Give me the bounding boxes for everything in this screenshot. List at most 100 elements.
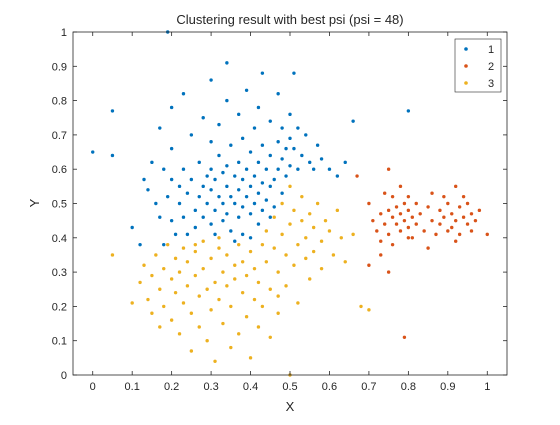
- data-point: [225, 164, 229, 168]
- data-point: [169, 146, 174, 151]
- data-point: [438, 208, 442, 213]
- data-point: [173, 232, 178, 237]
- data-point: [292, 146, 296, 151]
- data-point: [197, 194, 201, 199]
- data-point: [193, 249, 198, 254]
- data-point: [402, 218, 407, 223]
- y-tick-label: 0.3: [52, 267, 67, 279]
- data-point: [390, 242, 395, 247]
- y-axis-label: Y: [27, 198, 42, 207]
- data-point: [477, 208, 482, 213]
- data-point: [217, 246, 221, 250]
- data-point: [264, 198, 269, 202]
- data-point: [237, 188, 241, 192]
- data-point: [402, 201, 407, 206]
- data-point: [315, 201, 320, 206]
- data-point: [225, 253, 229, 257]
- data-point: [264, 229, 269, 233]
- x-tick-label: 0.4: [243, 381, 258, 393]
- data-point: [209, 167, 213, 171]
- y-tick-label: 0.4: [52, 233, 67, 245]
- data-point: [406, 109, 411, 113]
- data-point: [327, 229, 332, 233]
- data-point: [154, 201, 158, 206]
- data-point: [201, 184, 205, 189]
- data-point: [414, 222, 418, 226]
- data-point: [181, 215, 186, 219]
- data-point: [189, 349, 194, 353]
- data-point: [193, 273, 198, 278]
- data-point: [311, 167, 316, 171]
- data-point: [418, 212, 422, 216]
- data-point: [454, 218, 458, 223]
- data-point: [410, 236, 415, 240]
- data-point: [248, 212, 253, 216]
- data-point: [205, 201, 209, 206]
- data-point: [268, 335, 272, 339]
- data-point: [434, 232, 438, 237]
- data-point: [197, 294, 201, 298]
- data-point: [386, 167, 391, 171]
- data-point: [237, 160, 241, 165]
- data-point: [323, 218, 328, 223]
- data-point: [450, 225, 454, 230]
- data-point: [319, 157, 324, 161]
- data-point: [469, 229, 474, 233]
- data-point: [217, 194, 221, 199]
- data-point: [237, 112, 241, 117]
- data-point: [165, 242, 170, 247]
- data-point: [260, 71, 265, 75]
- data-point: [177, 201, 182, 206]
- data-point: [351, 119, 355, 123]
- data-point: [256, 325, 261, 329]
- data-point: [209, 140, 213, 144]
- data-point: [398, 184, 403, 189]
- data-point: [264, 167, 269, 171]
- data-point: [422, 229, 426, 233]
- data-point: [237, 332, 241, 336]
- data-point: [375, 229, 379, 233]
- data-point: [319, 266, 324, 271]
- data-point: [276, 270, 280, 274]
- data-point: [272, 246, 276, 250]
- data-point: [485, 232, 489, 237]
- data-point: [394, 222, 399, 226]
- data-point: [268, 184, 272, 189]
- data-point: [260, 208, 265, 213]
- data-point: [205, 174, 209, 178]
- data-point: [244, 194, 249, 199]
- data-point: [213, 280, 217, 285]
- data-point: [406, 225, 411, 230]
- data-point: [185, 191, 190, 195]
- data-point: [450, 212, 454, 216]
- data-point: [240, 232, 245, 237]
- data-point: [189, 177, 194, 182]
- data-point: [197, 325, 201, 329]
- data-point: [177, 332, 182, 336]
- data-point: [382, 222, 387, 226]
- data-point: [256, 105, 261, 110]
- data-point: [252, 126, 257, 130]
- y-tick-label: 0.1: [52, 336, 67, 348]
- data-point: [260, 304, 265, 309]
- data-point: [442, 215, 446, 219]
- x-tick-label: 0: [90, 381, 96, 393]
- data-point: [110, 153, 115, 158]
- data-point: [268, 215, 272, 219]
- data-point: [130, 225, 134, 230]
- data-point: [319, 239, 324, 243]
- data-point: [367, 308, 371, 312]
- data-point: [233, 263, 237, 267]
- data-point: [268, 153, 272, 158]
- data-point: [300, 194, 304, 199]
- data-point: [158, 287, 162, 291]
- data-point: [454, 239, 458, 243]
- data-point: [213, 208, 217, 213]
- data-point: [110, 253, 115, 257]
- data-point: [406, 194, 411, 199]
- data-point: [327, 167, 332, 171]
- data-point: [284, 284, 288, 288]
- data-point: [237, 215, 241, 219]
- data-point: [304, 256, 308, 261]
